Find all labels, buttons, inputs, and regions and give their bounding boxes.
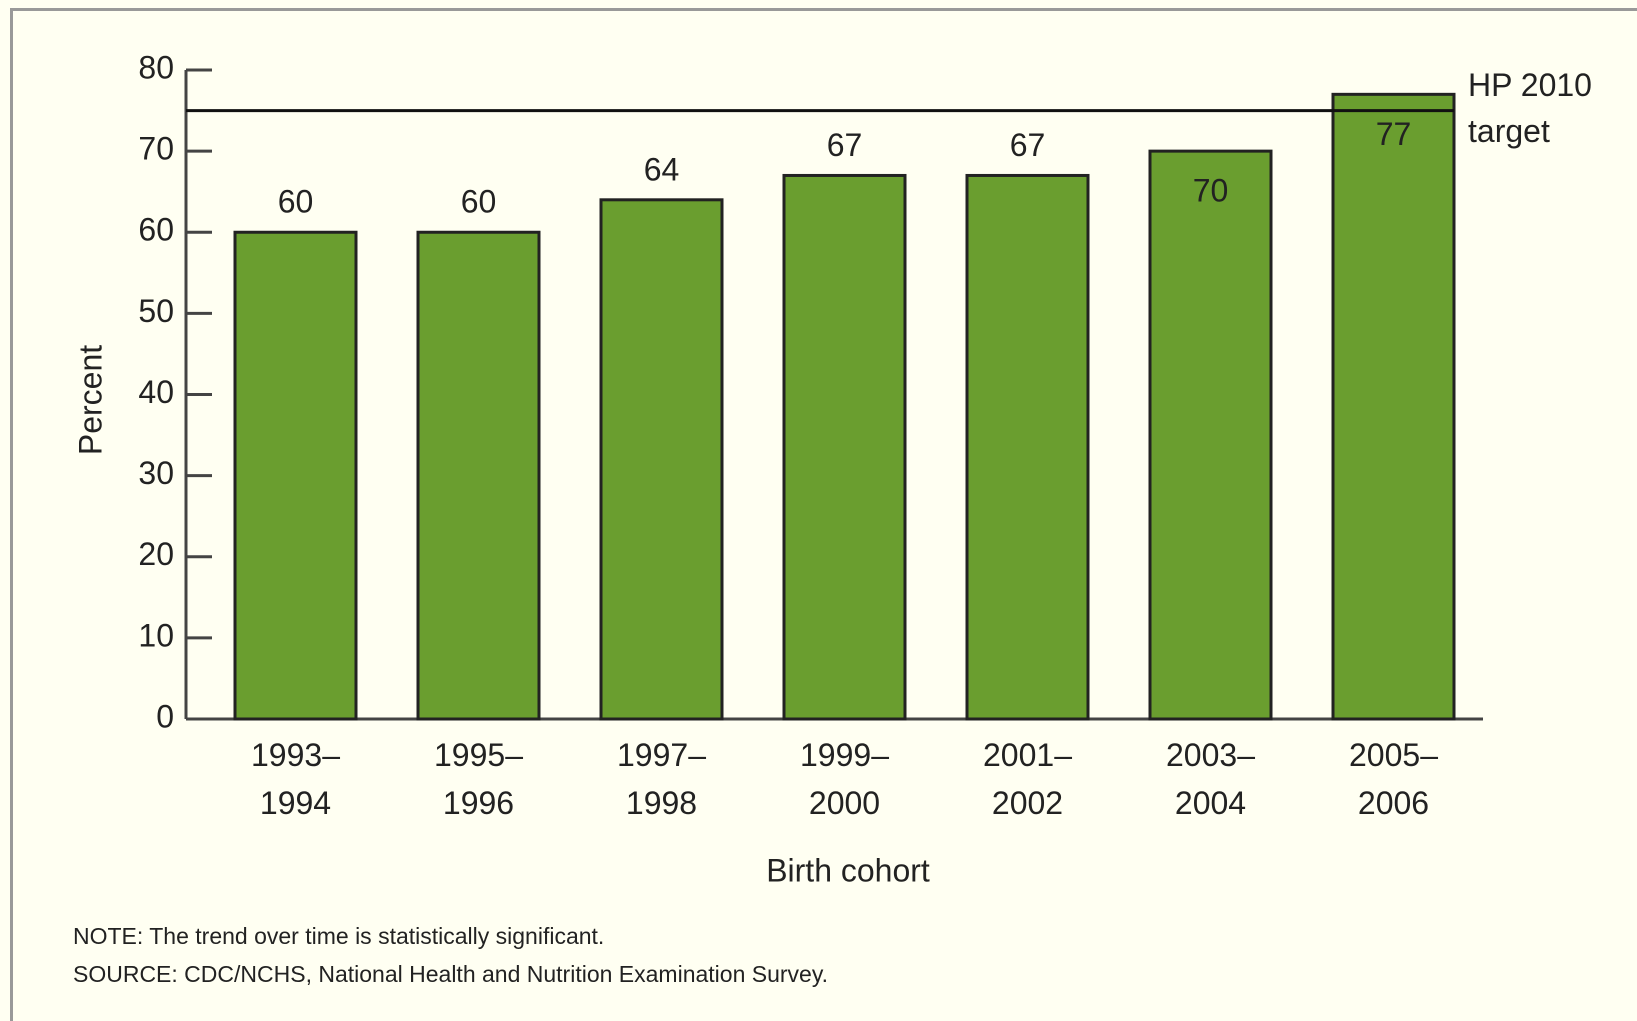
y-tick-label: 80 [138,49,174,85]
x-tick-label: 1993–1994 [251,737,340,821]
y-tick-label: 70 [138,131,174,167]
value-label: 64 [644,151,680,187]
bar [782,173,907,721]
bar [965,173,1090,721]
y-tick-label: 0 [156,698,174,734]
y-tick-label: 10 [138,617,174,653]
bar [233,230,358,721]
x-tick-label: 2005–2006 [1349,737,1438,821]
bar [599,198,724,721]
y-tick-label: 40 [138,374,174,410]
bar [1148,149,1273,721]
reference-label: HP 2010 target [1468,67,1592,149]
x-tick-label: 1995–1996 [434,737,523,821]
y-tick-label: 60 [138,212,174,248]
bar [1331,92,1456,721]
value-label: 60 [461,184,497,220]
x-tick-label: 1999–2000 [800,737,889,821]
y-axis-label: Percent [72,345,108,455]
y-tick-label: 50 [138,293,174,329]
y-tick-label: 30 [138,455,174,491]
x-tick-label: 2003–2004 [1166,737,1255,821]
value-label: 67 [827,127,863,163]
x-tick-label: 2001–2002 [983,737,1072,821]
value-label: 77 [1376,116,1412,152]
value-label: 70 [1193,173,1229,209]
value-label: 67 [1010,127,1046,163]
frame [10,8,1637,1021]
value-label: 60 [278,184,314,220]
note: SOURCE: CDC/NCHS, National Health and Nu… [73,961,828,987]
y-tick-label: 20 [138,536,174,572]
bar [416,230,541,721]
x-tick-label: 1997–1998 [617,737,706,821]
note: NOTE: The trend over time is statistical… [73,923,604,949]
x-axis-label: Birth cohort [766,852,930,888]
